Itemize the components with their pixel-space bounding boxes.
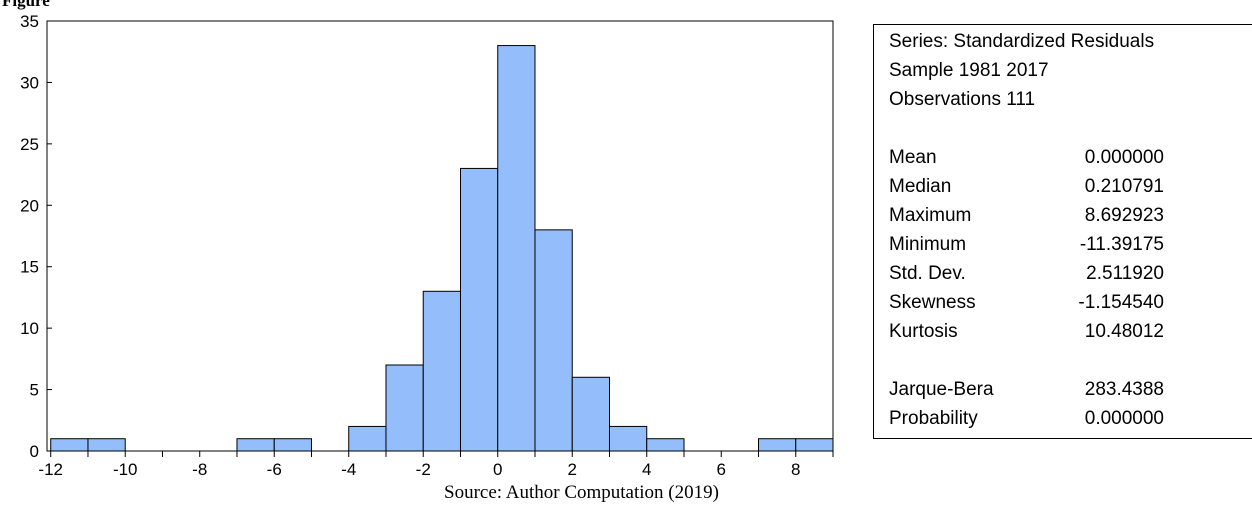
x-tick-label: -6 [267, 460, 282, 479]
x-tick-label: -8 [192, 460, 207, 479]
y-tick-label: 5 [30, 381, 39, 400]
x-tick-label: 2 [568, 460, 577, 479]
histogram-bar [422, 290, 461, 452]
stat-maximum-label: Maximum [889, 205, 972, 226]
histogram-bar [608, 425, 648, 452]
histogram-bar [795, 438, 834, 452]
histogram-bar [385, 364, 424, 452]
histogram-bar [534, 229, 573, 452]
histogram-bar [87, 438, 126, 452]
histogram-bar [236, 438, 275, 452]
histogram-bar [348, 425, 387, 452]
y-tick-label: 35 [20, 12, 39, 31]
stat-jarque-bera-label: Jarque-Bera [889, 379, 994, 400]
x-tick-label: 4 [642, 460, 651, 479]
y-tick-label: 30 [20, 73, 39, 92]
stat-probability-value: 0.000000 [1084, 408, 1164, 429]
x-tick-label: -12 [38, 460, 63, 479]
histogram-bar [571, 376, 610, 452]
x-tick-label: 6 [717, 460, 726, 479]
stat-skewness-value: -1.154540 [1078, 292, 1164, 313]
figure-label: Figure [2, 0, 50, 10]
stat-minimum-value: -11.39175 [1079, 234, 1164, 255]
x-tick-label: -2 [416, 460, 431, 479]
stat-skewness-label: Skewness [889, 292, 976, 313]
x-tick-label: 8 [791, 460, 800, 479]
histogram-bar [273, 438, 312, 452]
x-tick-label: -4 [341, 460, 356, 479]
x-tick-label: -10 [113, 460, 138, 479]
series-name: Series: Standardized Residuals [889, 31, 1155, 52]
bars-group [50, 45, 834, 452]
stat-mean-value: 0.000000 [1084, 147, 1164, 168]
histogram-bar [757, 438, 797, 452]
histogram-chart: -12 -10 -8 -6 -4 -2 0 2 4 6 8 0 5 10 15 20 25 30 35 [20, 12, 834, 479]
y-tick-label: 25 [20, 135, 39, 154]
x-tick-label: 0 [493, 460, 502, 479]
stat-minimum-label: Minimum [889, 234, 967, 255]
y-tick-label: 20 [20, 196, 39, 215]
stat-mean-label: Mean [889, 147, 937, 168]
histogram-bar [497, 45, 536, 452]
histogram-bar [459, 167, 499, 452]
stat-maximum-value: 8.692923 [1084, 205, 1164, 226]
y-axis: 0 5 10 15 20 25 30 35 [20, 12, 52, 461]
stat-kurtosis-value: 10.48012 [1084, 321, 1164, 342]
y-tick-label: 15 [20, 258, 39, 277]
stat-probability-label: Probability [889, 408, 978, 429]
sample-range: Sample 1981 2017 [889, 60, 1049, 81]
stat-std-dev-value: 2.511920 [1086, 263, 1164, 284]
x-axis: -12 -10 -8 -6 -4 -2 0 2 4 6 8 [38, 451, 834, 479]
source-note: Source: Author Computation (2019) [444, 482, 719, 503]
histogram-bar [50, 438, 89, 452]
observations-count: Observations 111 [889, 89, 1036, 110]
stat-median-label: Median [889, 176, 952, 197]
histogram-bar [646, 438, 685, 452]
statistics-panel: Series: Standardized Residuals Sample 19… [873, 24, 1252, 439]
stat-kurtosis-label: Kurtosis [889, 321, 958, 342]
y-tick-label: 0 [30, 442, 39, 461]
y-tick-label: 10 [20, 319, 39, 338]
stat-std-dev-label: Std. Dev. [889, 263, 966, 284]
stat-median-value: 0.210791 [1084, 176, 1164, 197]
stat-jarque-bera-value: 283.4388 [1084, 379, 1164, 400]
